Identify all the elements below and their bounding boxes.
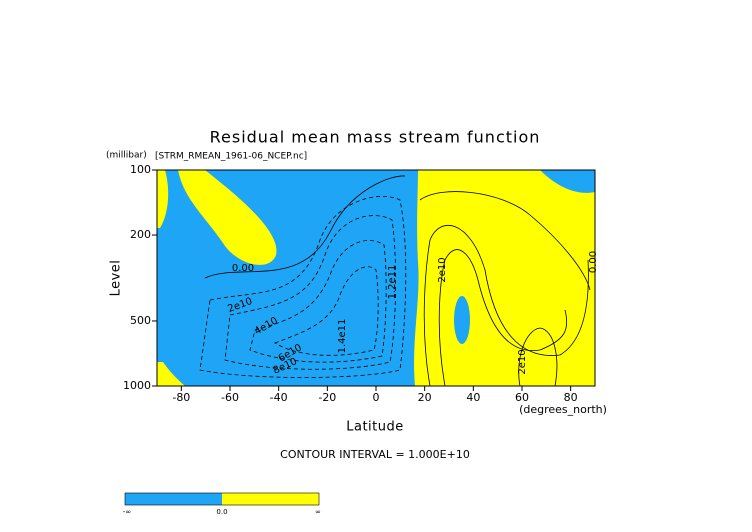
contour-label: 0.00: [588, 251, 599, 273]
contour-lines: [199, 175, 591, 387]
colorbar-positive: [222, 493, 319, 505]
x-tick-label: 60: [515, 391, 529, 404]
y-tick-label: 200: [130, 228, 151, 241]
y-tick-label: 100: [130, 163, 151, 176]
x-tick-label: 0: [373, 391, 380, 404]
colorbar-label: 0.0: [216, 508, 227, 516]
x-tick-label: -60: [221, 391, 239, 404]
x-tick-label: -20: [318, 391, 336, 404]
colorbar-label: -∞: [123, 508, 131, 516]
y-tick-label: 500: [130, 314, 151, 327]
x-tick-label: -80: [172, 391, 190, 404]
subtitle: [STRM_RMEAN_1961-06_NCEP.nc]: [155, 152, 307, 162]
y-axis-label: Level: [109, 260, 124, 297]
x-axis-label: Latitude: [346, 420, 404, 435]
contour-label: 1.2e11: [387, 265, 398, 300]
x-tick-label: 40: [466, 391, 480, 404]
x-tick-label: 80: [564, 391, 578, 404]
contour-label: 0.00: [232, 263, 254, 274]
contour-label: 2e10: [517, 349, 528, 374]
x-tick-label: 20: [418, 391, 432, 404]
contour-label: 1.4e11: [337, 319, 348, 354]
y-tick-label: 1000: [123, 379, 151, 392]
contour-label: 2e10: [437, 257, 448, 282]
colorbar-negative: [125, 493, 222, 505]
negative-region: [454, 296, 470, 344]
colorbar-frame: [124, 492, 320, 506]
chart-title: Residual mean mass stream function: [210, 128, 541, 147]
x-units: (degrees_north): [519, 403, 607, 416]
colorbar-label: ∞: [315, 508, 321, 516]
footnote: CONTOUR INTERVAL = 1.000E+10: [280, 448, 470, 461]
x-tick-label: -40: [270, 391, 288, 404]
y-units: (millibar): [106, 151, 147, 161]
